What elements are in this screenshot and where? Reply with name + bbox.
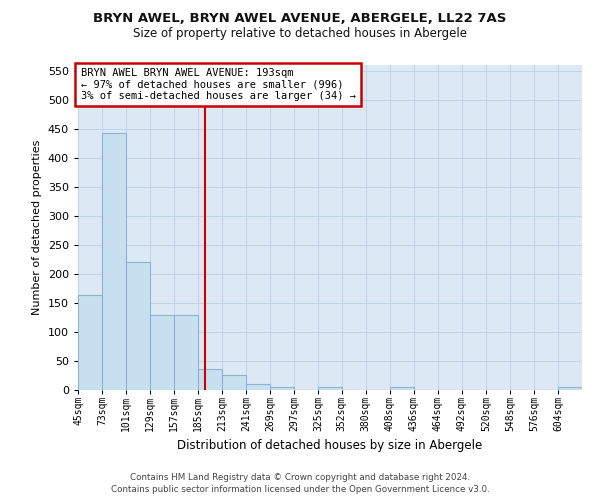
Bar [389, 387, 414, 390]
Text: Contains HM Land Registry data © Crown copyright and database right 2024.: Contains HM Land Registry data © Crown c… [130, 472, 470, 482]
Bar [126, 262, 150, 390]
Bar [222, 375, 246, 390]
Bar [150, 314, 174, 390]
Bar [319, 387, 343, 390]
Bar [174, 314, 198, 390]
Y-axis label: Number of detached properties: Number of detached properties [32, 140, 42, 315]
Text: BRYN AWEL BRYN AWEL AVENUE: 193sqm
← 97% of detached houses are smaller (996)
3%: BRYN AWEL BRYN AWEL AVENUE: 193sqm ← 97%… [80, 68, 356, 101]
Bar [102, 133, 126, 390]
Text: Size of property relative to detached houses in Abergele: Size of property relative to detached ho… [133, 28, 467, 40]
Bar [246, 384, 271, 390]
Text: BRYN AWEL, BRYN AWEL AVENUE, ABERGELE, LL22 7AS: BRYN AWEL, BRYN AWEL AVENUE, ABERGELE, L… [94, 12, 506, 26]
Bar [558, 387, 582, 390]
Bar [271, 387, 295, 390]
Text: Contains public sector information licensed under the Open Government Licence v3: Contains public sector information licen… [110, 485, 490, 494]
Bar [198, 368, 222, 390]
Bar [78, 296, 102, 390]
X-axis label: Distribution of detached houses by size in Abergele: Distribution of detached houses by size … [178, 439, 482, 452]
